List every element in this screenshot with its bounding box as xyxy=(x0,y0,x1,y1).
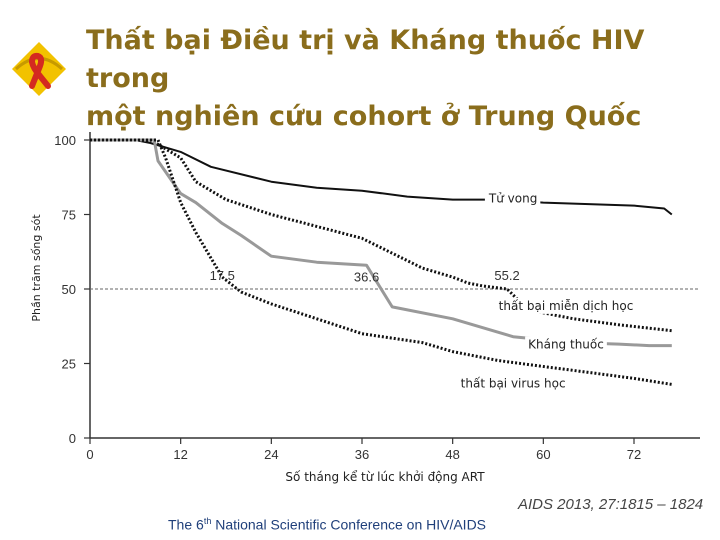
footer-post: National Scientific Conference on HIV/AI… xyxy=(211,516,487,533)
x-tick-label: 36 xyxy=(355,447,369,462)
series-label-bg xyxy=(525,336,607,353)
median-label: 55.2 xyxy=(494,268,519,283)
series-label: Kháng thuốc xyxy=(528,338,604,352)
y-axis-label: Phần trăm sống sót xyxy=(30,214,43,322)
title-line-1: Thất bại Điều trị và Kháng thuốc HIV tro… xyxy=(86,25,645,94)
series-label-bg xyxy=(495,297,637,314)
x-tick-label: 60 xyxy=(536,447,550,462)
y-tick-label: 25 xyxy=(62,357,76,372)
chart-labels: 17.5 36.6 55.2 Tử vong thất bại miễn dịch họ… xyxy=(30,190,637,484)
footer-conference: The 6th National Scientific Conference o… xyxy=(168,516,486,533)
x-axis-label: Số tháng kể từ lúc khởi động ART xyxy=(285,470,485,484)
red-ribbon-icon xyxy=(12,42,66,96)
page-title: Thất bại Điều trị và Kháng thuốc HIV tro… xyxy=(86,22,706,136)
footer-pre: The 6 xyxy=(168,516,204,533)
chart-axes xyxy=(89,132,700,439)
y-tick-label: 0 xyxy=(69,431,76,446)
x-tick-label: 72 xyxy=(627,447,641,462)
x-tick-label: 12 xyxy=(173,447,187,462)
x-tick-label: 24 xyxy=(264,447,278,462)
series-line-1 xyxy=(90,139,673,216)
footer-sup: th xyxy=(203,516,212,526)
y-tick-label: 50 xyxy=(62,282,76,297)
x-tick-label: 48 xyxy=(445,447,459,462)
chart-ticks: 0 25 50 75 100 0 12 24 36 48 60 72 xyxy=(54,133,641,462)
series-line-4 xyxy=(90,138,673,386)
title-line-2: một nghiên cứu cohort ở Trung Quốc xyxy=(86,101,642,132)
median-label: 36.6 xyxy=(354,270,379,285)
y-tick-label: 75 xyxy=(62,208,76,223)
series-line-3 xyxy=(90,138,672,348)
series-label-bg xyxy=(457,375,569,392)
series-label-bg xyxy=(484,190,541,207)
x-tick-label: 0 xyxy=(86,447,93,462)
citation: AIDS 2013, 27:1815 – 1824 xyxy=(518,496,704,513)
series-label: thất bại virus học xyxy=(461,376,566,390)
median-label: 17.5 xyxy=(210,268,235,283)
y-tick-label: 100 xyxy=(54,133,76,148)
series-label: thất bại miễn dịch học xyxy=(499,299,634,313)
series-label: Tử vong xyxy=(488,192,537,206)
